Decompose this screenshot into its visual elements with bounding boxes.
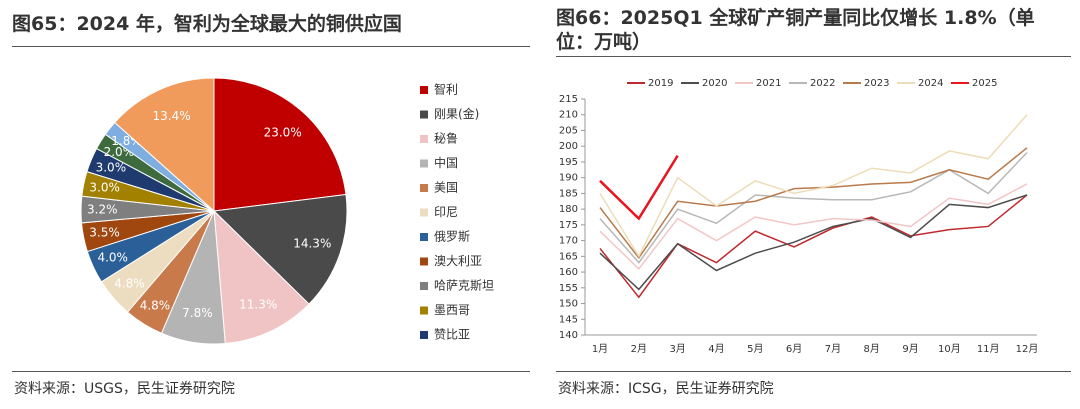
data-label: 7.8%: [182, 306, 213, 320]
legend-swatch: [420, 282, 428, 290]
rule: [12, 46, 530, 47]
x-tick-label: 12月: [1016, 343, 1039, 355]
data-label: 3.0%: [96, 161, 127, 175]
data-label: 3.0%: [89, 181, 120, 195]
line-series: [599, 151, 1028, 264]
data-label: 14.3%: [293, 237, 331, 251]
data-label: 3.2%: [87, 202, 118, 216]
y-tick-label: 155: [559, 283, 578, 294]
legend-label: 澳大利亚: [434, 254, 482, 268]
line-series: [599, 194, 1028, 299]
legend-label: 俄罗斯: [434, 230, 470, 244]
chart-title: 图65：2024 年，智利为全球最大的铜供应国: [12, 13, 402, 35]
pie-slice: [213, 209, 310, 345]
rule: [556, 371, 1071, 372]
legend-swatch: [420, 233, 428, 241]
legend-label: 赞比亚: [434, 328, 470, 342]
x-tick-label: 5月: [747, 343, 763, 355]
y-tick-label: 145: [559, 314, 578, 325]
x-tick-label: 9月: [902, 343, 918, 355]
legend-label: 2025: [972, 78, 997, 89]
legend-label: 2021: [756, 78, 781, 89]
legend-swatch: [420, 86, 428, 94]
y-tick-label: 165: [559, 251, 578, 262]
y-tick-label: 210: [559, 110, 578, 121]
rule: [12, 371, 530, 372]
x-tick-label: 1月: [592, 343, 608, 355]
legend-swatch: [420, 135, 428, 143]
legend-swatch: [420, 331, 428, 339]
legend-label: 智利: [434, 82, 458, 97]
pie-slice: [114, 77, 215, 213]
y-tick-label: 195: [559, 157, 578, 168]
pie-chart: 23.0% 14.3% 11.3% 7.8% 4.8% 4.8% 4.0% 3.5% 3.2% 3…: [80, 77, 494, 345]
pie-slice: [212, 193, 348, 305]
legend-swatch: [420, 257, 428, 266]
x-tick-label: 7月: [825, 343, 841, 355]
legend-swatch: [420, 306, 428, 315]
legend-label: 2024: [918, 78, 943, 89]
legend-swatch: [420, 184, 428, 192]
legend-label: 2020: [702, 78, 727, 89]
legend-label: 刚果(金): [434, 106, 479, 121]
legend-swatch: [420, 208, 428, 217]
source: 资料来源：ICSG，民生证券研究院: [558, 381, 774, 397]
line-series: [599, 183, 1028, 271]
line-series: [599, 154, 679, 221]
pie-slice: [213, 77, 347, 212]
x-tick-label: 11月: [977, 343, 1000, 355]
x-tick-label: 6月: [786, 343, 802, 355]
y-tick-label: 140: [559, 330, 578, 341]
legend-label: 印尼: [434, 205, 458, 219]
data-label: 3.5%: [89, 226, 120, 240]
legend-label: 中国: [434, 155, 458, 170]
x-tick-label: 2月: [631, 343, 647, 355]
data-label: 4.8%: [140, 298, 171, 312]
legend-swatch: [420, 110, 428, 119]
legend-label: 哈萨克斯坦: [434, 279, 494, 293]
legend-label: 美国: [434, 181, 458, 195]
x-tick-label: 10月: [938, 343, 961, 355]
line-series: [599, 194, 1028, 291]
legend-label: 2019: [648, 78, 673, 89]
data-label: 4.8%: [114, 277, 145, 291]
x-tick-label: 4月: [708, 343, 724, 355]
y-tick-label: 175: [559, 220, 578, 231]
source: 资料来源：USGS，民生证券研究院: [14, 381, 235, 397]
line-series: [599, 147, 1028, 260]
y-tick-label: 205: [559, 125, 578, 136]
rule: [556, 56, 1071, 57]
y-tick-label: 215: [559, 94, 578, 105]
x-tick-label: 3月: [669, 343, 685, 355]
y-tick-label: 180: [559, 204, 578, 215]
legend-label: 2023: [864, 78, 889, 89]
x-tick-label: 8月: [864, 343, 880, 355]
legend-label: 秘鲁: [434, 132, 458, 146]
data-label: 11.3%: [239, 297, 277, 311]
line-chart: 140 145 150 155 160 165 170 175 180 185 190 195 200 2…: [559, 78, 1039, 355]
data-label: 13.4%: [153, 109, 191, 123]
data-label: 23.0%: [264, 126, 302, 140]
chart-title: 图66：2025Q1 全球矿产铜产量同比仅增长 1.8%（单位：万吨）: [556, 7, 1035, 53]
y-tick-label: 160: [559, 267, 578, 278]
data-label: 4.0%: [97, 251, 128, 265]
line-series: [599, 114, 1028, 258]
legend-label: 墨西哥: [434, 303, 470, 317]
legend-swatch: [420, 159, 428, 168]
legend-label: 2022: [810, 78, 835, 89]
y-tick-label: 170: [559, 236, 578, 247]
y-tick-label: 150: [559, 299, 578, 310]
y-tick-label: 190: [559, 173, 578, 184]
y-tick-label: 200: [559, 141, 578, 152]
y-tick-label: 185: [559, 188, 578, 199]
